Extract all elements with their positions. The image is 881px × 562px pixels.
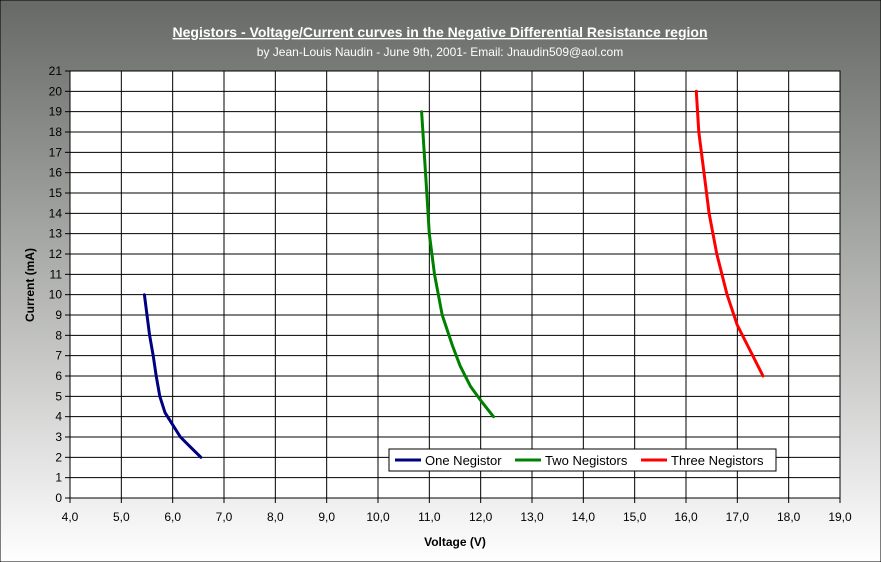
chart-title: Negistors - Voltage/Current curves in th… (173, 24, 708, 40)
x-tick-label: 15,0 (623, 510, 647, 524)
legend-label-1: Two Negistors (545, 453, 628, 468)
x-tick-label: 18,0 (777, 510, 801, 524)
y-tick-label: 5 (55, 389, 62, 403)
y-tick-label: 6 (55, 369, 62, 383)
y-tick-label: 18 (49, 125, 63, 139)
y-tick-label: 4 (55, 410, 62, 424)
x-tick-label: 13,0 (520, 510, 544, 524)
x-tick-label: 16,0 (674, 510, 698, 524)
x-tick-label: 11,0 (418, 510, 441, 524)
legend-box (388, 448, 777, 472)
x-tick-label: 8,0 (267, 510, 284, 524)
y-tick-label: 14 (49, 206, 63, 220)
grid-layer (69, 70, 841, 499)
y-tick-label: 17 (49, 145, 63, 159)
x-tick-label: 6,0 (164, 510, 181, 524)
x-tick-label: 5,0 (113, 510, 130, 524)
y-tick-label: 20 (49, 84, 63, 98)
x-tick-label: 10,0 (366, 510, 390, 524)
y-tick-label: 8 (55, 328, 62, 342)
chart-subtitle: by Jean-Louis Naudin - June 9th, 2001- E… (257, 45, 623, 59)
y-tick-label: 0 (55, 491, 62, 505)
y-tick-label: 15 (49, 186, 63, 200)
x-tick-label: 7,0 (216, 510, 233, 524)
x-tick-label: 4,0 (62, 510, 79, 524)
y-tick-label: 19 (49, 105, 63, 119)
y-tick-label: 7 (55, 349, 62, 363)
y-tick-label: 10 (49, 288, 63, 302)
y-tick-label: 11 (50, 267, 63, 281)
y-tick-label: 13 (49, 227, 63, 241)
legend: One Negistor Two Negistors Three Negistors (388, 448, 777, 472)
x-tick-label: 9,0 (318, 510, 335, 524)
y-tick-label: 12 (49, 247, 63, 261)
series-line-0 (142, 293, 203, 459)
x-axis-label: Voltage (V) (424, 535, 486, 549)
y-tick-label: 9 (55, 308, 62, 322)
x-tick-label: 14,0 (572, 510, 596, 524)
series-layer (142, 89, 765, 459)
plot-area (69, 70, 841, 499)
y-tick-label: 1 (55, 471, 62, 485)
y-tick-label: 3 (55, 430, 62, 444)
y-tick-label: 21 (49, 64, 63, 78)
y-tick-label: 16 (49, 166, 63, 180)
x-tick-label: 12,0 (469, 510, 493, 524)
y-tick-label: 2 (55, 450, 62, 464)
y-axis-label: Current (mA) (23, 248, 37, 322)
x-tick-label: 17,0 (726, 510, 750, 524)
tick-layer: 4,0 5,0 6,0 7,0 8,0 9,0 10,0 11,0 12,0 13,0 14,0 15… (49, 64, 852, 524)
x-tick-label: 19,0 (828, 510, 852, 524)
legend-label-2: Three Negistors (671, 453, 764, 468)
series-line-2 (694, 89, 765, 378)
legend-label-0: One Negistor (425, 453, 502, 468)
series-line-1 (420, 110, 495, 419)
